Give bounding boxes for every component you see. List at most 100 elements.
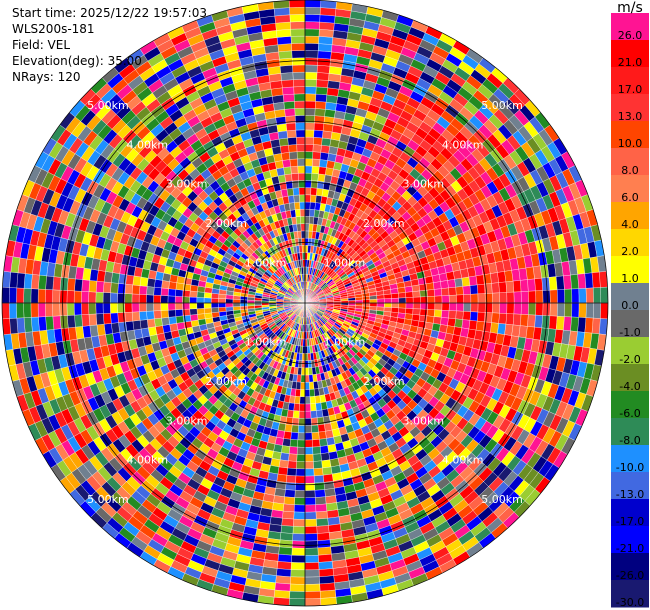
range-gate [441,287,450,296]
range-gate [276,36,292,45]
range-gate [239,302,248,307]
range-gate [278,459,289,469]
range-gate [462,285,471,295]
range-gate [447,317,456,327]
range-gate [304,216,310,224]
range-gate [313,129,324,139]
range-gate [304,187,312,196]
range-gate [557,302,565,317]
range-gate [277,174,286,184]
range-gate [95,291,104,304]
range-gate [167,309,177,318]
range-gate [384,302,392,308]
range-gate [299,403,306,412]
range-gate [398,292,407,299]
range-gate [287,137,297,146]
range-gate [309,381,315,390]
range-gate [317,423,326,433]
range-gate [304,158,313,167]
range-gate [132,275,142,286]
range-gate [313,381,319,390]
range-gate [319,445,329,454]
range-gate [290,209,297,218]
range-gate [591,317,601,335]
range-gate [292,533,306,542]
range-gate [278,137,289,147]
range-gate [304,374,310,383]
range-gate [289,439,298,448]
range-gate [470,293,479,304]
range-gate [278,50,293,60]
range-gate [211,307,220,313]
range-gate [310,187,318,196]
range-gate [276,561,292,570]
range-gate [285,475,297,484]
range-gate [304,28,320,37]
range-gate [45,289,53,304]
range-gate [304,100,316,109]
range-gate [477,302,486,313]
range-gate [314,489,326,498]
range-gate [296,446,306,455]
range-gate [203,292,212,299]
range-gate [175,309,184,317]
range-gate [102,292,111,304]
range-gate [139,276,149,287]
range-gate [304,504,317,513]
range-gate [326,509,340,519]
range-gate [277,553,292,563]
range-gate [563,316,572,332]
range-gate [571,288,580,304]
range-gate [294,490,306,498]
range-gate [314,108,326,117]
range-gate [147,318,156,328]
range-gate [284,108,296,117]
range-gate [37,302,46,318]
range-gate [319,14,336,24]
range-gate [273,589,291,599]
range-gate [203,297,212,304]
range-gate [600,302,609,320]
range-gate [376,294,385,300]
range-gate [117,293,126,304]
range-gate [290,576,306,585]
range-gate [304,7,321,15]
range-gate [427,302,436,310]
range-gate [384,298,392,304]
range-gate [74,278,83,292]
range-gate [131,302,140,313]
range-gate [498,313,507,325]
range-gate [484,293,493,304]
range-gate [311,424,319,433]
range-gate [311,431,320,441]
range-gate [475,320,485,332]
range-gate [491,282,500,294]
range-gate [506,302,515,315]
range-gate [289,202,296,211]
range-gate [362,296,370,301]
range-gate [398,307,407,314]
range-gate [311,165,320,175]
range-gate [318,36,334,45]
range-gate [304,43,319,51]
range-gate [440,317,449,326]
range-gate [308,374,314,383]
range-gate [578,302,587,318]
range-gate [304,64,318,73]
range-gate [95,280,105,293]
range-gate [412,290,421,298]
range-gate [276,568,292,577]
range-gate [325,429,334,439]
range-gate [197,313,206,321]
range-gate [324,109,336,118]
range-gate [9,302,17,319]
range-gate [292,410,300,419]
range-gate [304,71,318,80]
range-gate [315,496,327,505]
range-gate [23,288,32,304]
range-gate [59,302,68,316]
range-gate [512,313,522,326]
range-gate [286,129,297,139]
range-gate [313,467,324,477]
range-gate [31,316,40,332]
